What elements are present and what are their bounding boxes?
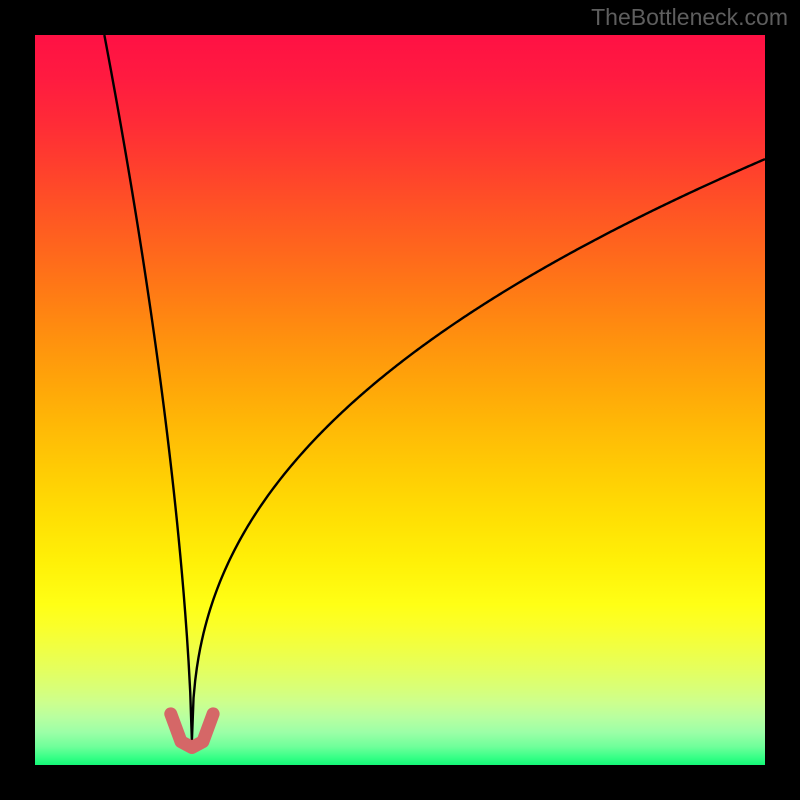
watermark-text: TheBottleneck.com — [591, 4, 788, 31]
chart-container: TheBottleneck.com — [0, 0, 800, 800]
curve-layer — [0, 0, 800, 800]
bottleneck-curve — [104, 35, 765, 741]
